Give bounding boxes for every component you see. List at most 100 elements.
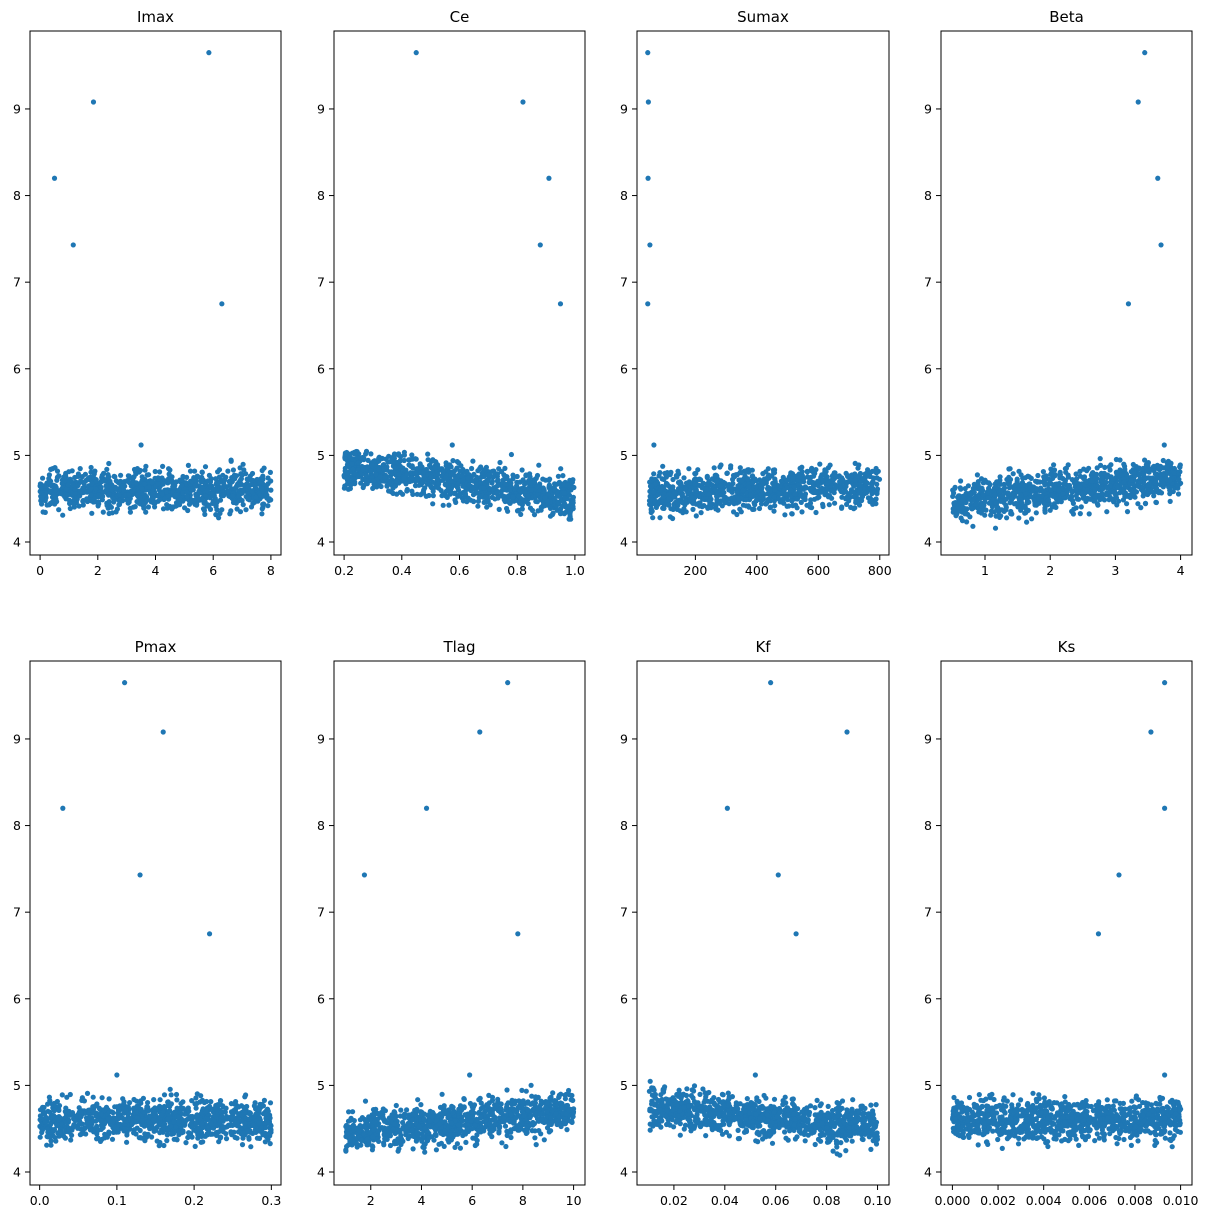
data-point (100, 489, 107, 495)
data-point (514, 479, 520, 485)
data-point (149, 479, 155, 485)
x-tick-label: 200 (683, 563, 707, 578)
data-point (407, 457, 413, 463)
data-point (449, 442, 455, 448)
data-point (430, 501, 436, 507)
data-point (432, 465, 438, 471)
data-point (477, 493, 484, 499)
data-point (982, 512, 988, 518)
data-point (1070, 500, 1076, 506)
data-point (1175, 491, 1182, 497)
x-tick-label: 4 (152, 563, 160, 578)
data-point (1167, 491, 1173, 497)
data-point (1094, 471, 1100, 477)
data-point (743, 497, 749, 503)
data-point (1056, 487, 1062, 494)
data-point (363, 448, 370, 454)
data-point (264, 495, 270, 501)
data-point (127, 509, 133, 515)
data-point (484, 478, 491, 484)
data-point (88, 492, 94, 498)
data-point (152, 475, 158, 481)
data-point (259, 486, 265, 492)
data-point (101, 478, 107, 484)
data-point (991, 492, 998, 498)
data-point (1063, 469, 1069, 475)
y-tick-label: 8 (924, 188, 932, 203)
data-point (951, 506, 957, 512)
data-point (435, 471, 441, 477)
data-point (666, 502, 672, 508)
data-point (1073, 493, 1079, 499)
data-point (717, 492, 724, 498)
data-point (832, 500, 838, 506)
data-point (650, 489, 657, 495)
data-point (569, 485, 576, 491)
data-point (527, 471, 533, 477)
data-point (51, 1108, 58, 1114)
data-point (679, 492, 685, 498)
y-tick-label: 5 (620, 448, 628, 463)
data-point (517, 488, 523, 494)
data-point (131, 466, 138, 473)
data-point (1083, 479, 1089, 485)
data-point (876, 476, 883, 482)
data-point (187, 468, 194, 474)
data-point (193, 1105, 199, 1111)
data-point (206, 1129, 212, 1136)
data-point (561, 490, 567, 496)
data-point (130, 488, 136, 494)
data-point (98, 484, 104, 490)
y-tick-label: 7 (317, 275, 325, 290)
data-point (991, 509, 997, 515)
data-point (518, 511, 524, 517)
data-point (997, 514, 1003, 521)
data-point (837, 478, 843, 485)
data-point (116, 480, 122, 486)
data-point (206, 503, 212, 509)
data-point (771, 470, 778, 476)
data-point (382, 474, 388, 481)
data-point (99, 472, 105, 478)
data-point (531, 511, 538, 518)
data-point (93, 486, 99, 492)
subplot-title: Ce (450, 8, 470, 26)
y-tick-label: 7 (13, 275, 21, 290)
data-point (712, 472, 718, 478)
data-point (1024, 500, 1031, 506)
data-point (394, 478, 400, 484)
x-tick-label: 1 (981, 563, 989, 578)
data-point (479, 470, 485, 476)
data-point (481, 485, 487, 491)
data-point (230, 499, 237, 506)
data-point (994, 479, 1000, 485)
data-point (417, 463, 423, 470)
data-point (495, 482, 501, 488)
data-point (693, 488, 700, 494)
data-point (199, 474, 205, 480)
data-point (496, 506, 502, 512)
data-point (46, 472, 53, 478)
data-point (91, 495, 98, 501)
data-point (698, 509, 704, 516)
data-point (1176, 477, 1182, 483)
data-point (249, 470, 256, 477)
data-point (475, 503, 481, 509)
data-point (473, 476, 479, 482)
data-point (158, 1104, 164, 1111)
data-point (862, 490, 868, 496)
data-point (124, 1139, 130, 1145)
data-point (1135, 501, 1141, 507)
data-point (144, 472, 150, 478)
data-point (1078, 504, 1084, 510)
data-point (160, 506, 167, 512)
data-point (1094, 465, 1100, 471)
data-point (555, 473, 562, 479)
data-point (409, 475, 415, 481)
data-point (428, 474, 434, 480)
data-point (363, 472, 369, 478)
data-point (1051, 462, 1057, 468)
data-point (162, 495, 168, 502)
data-point (1071, 506, 1077, 512)
data-point (46, 479, 52, 485)
